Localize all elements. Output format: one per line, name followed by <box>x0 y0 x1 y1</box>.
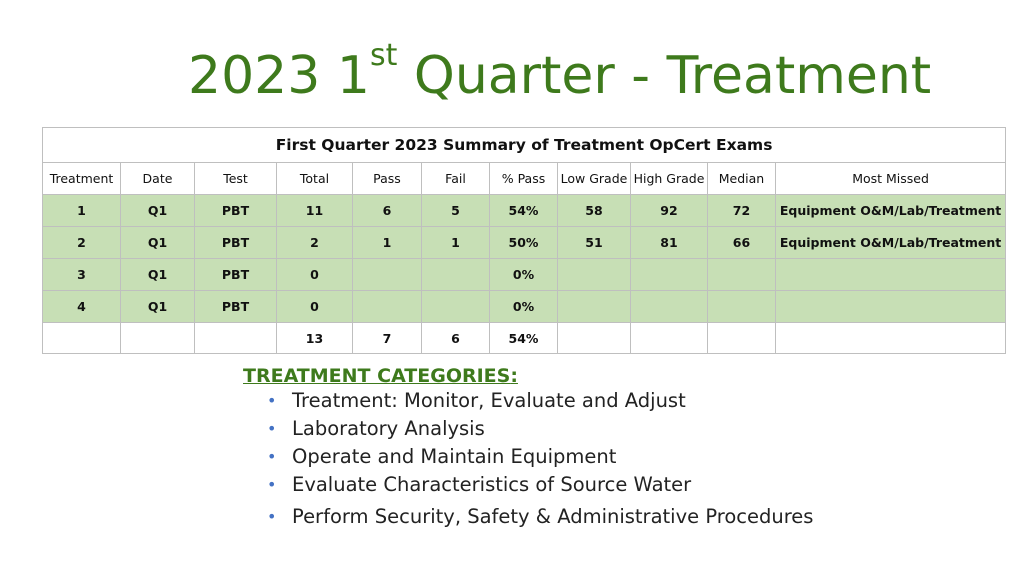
table-cell: 0 <box>276 258 353 291</box>
bullet-icon: • <box>267 447 277 466</box>
table-cell <box>352 290 422 323</box>
table-cell: Q1 <box>120 226 195 259</box>
table-cell: PBT <box>194 290 277 323</box>
table-row: 2 Q1 PBT 2 1 1 50% 51 81 66 Equipment O&… <box>42 226 1007 259</box>
table-cell <box>557 290 631 323</box>
list-item-text: Operate and Maintain Equipment <box>292 445 617 468</box>
column-header: Treatment <box>42 162 121 195</box>
column-header: High Grade <box>630 162 708 195</box>
table-cell: Equipment O&M/Lab/Treatment <box>774 194 1007 227</box>
table-cell <box>421 258 490 291</box>
table-cell <box>630 258 708 291</box>
table-cell <box>630 322 708 354</box>
table-cell <box>194 322 277 354</box>
table-cell: 72 <box>707 194 776 227</box>
list-item: • Operate and Maintain Equipment <box>267 443 813 471</box>
column-header: Pass <box>352 162 422 195</box>
table-cell: PBT <box>194 226 277 259</box>
column-header: Total <box>276 162 353 195</box>
table-cell: Equipment O&M/Lab/Treatment <box>774 226 1007 259</box>
table-header-row: Treatment Date Test Total Pass Fail % Pa… <box>42 162 1007 195</box>
table-cell: 54% <box>489 194 558 227</box>
table-cell <box>557 322 631 354</box>
column-header: Most Missed <box>774 162 1007 195</box>
table-cell: 6 <box>352 194 422 227</box>
categories-heading-text: TREATMENT CATEGORIES <box>243 365 511 387</box>
table-cell <box>557 258 631 291</box>
table-cell: 54% <box>489 322 558 354</box>
table-cell: 5 <box>421 194 490 227</box>
table-cell: 13 <box>276 322 353 354</box>
table-cell: 81 <box>630 226 708 259</box>
table-cell: 1 <box>421 226 490 259</box>
categories-heading-colon: : <box>510 365 518 387</box>
table-cell <box>707 322 776 354</box>
title-superscript: st <box>369 38 398 73</box>
table-cell: Q1 <box>120 258 195 291</box>
bullet-icon: • <box>267 419 277 438</box>
table-cell: 2 <box>276 226 353 259</box>
table-cell <box>707 258 776 291</box>
table-cell: PBT <box>194 194 277 227</box>
table-cell <box>707 290 776 323</box>
table-cell <box>630 290 708 323</box>
table-cell: 4 <box>42 290 121 323</box>
list-item-text: Laboratory Analysis <box>292 417 485 440</box>
list-item: • Perform Security, Safety & Administrati… <box>267 503 813 531</box>
list-item: • Laboratory Analysis <box>267 415 813 443</box>
table-cell: 92 <box>630 194 708 227</box>
table-cell: 66 <box>707 226 776 259</box>
column-header: Date <box>120 162 195 195</box>
table-cell: 0% <box>489 258 558 291</box>
column-header: Fail <box>421 162 490 195</box>
column-header: Median <box>707 162 776 195</box>
list-item-text: Perform Security, Safety & Administrativ… <box>292 505 814 528</box>
table-cell: Q1 <box>120 194 195 227</box>
categories-heading: TREATMENT CATEGORIES: <box>243 365 813 387</box>
table-cell: 11 <box>276 194 353 227</box>
table-cell: 2 <box>42 226 121 259</box>
table-cell <box>774 258 1007 291</box>
table-cell: 3 <box>42 258 121 291</box>
table-cell <box>421 290 490 323</box>
table-row: 1 Q1 PBT 11 6 5 54% 58 92 72 Equipment O… <box>42 194 1007 227</box>
table-cell: 7 <box>352 322 422 354</box>
table-cell <box>774 322 1007 354</box>
bullet-icon: • <box>267 475 277 494</box>
totals-row: 13 7 6 54% <box>42 322 1007 354</box>
table-cell: 1 <box>352 226 422 259</box>
table-caption: First Quarter 2023 Summary of Treatment … <box>41 127 1007 163</box>
title-rest: Quarter - Treatment <box>397 46 932 106</box>
table-cell: Q1 <box>120 290 195 323</box>
table-cell: 1 <box>42 194 121 227</box>
table-cell: 6 <box>421 322 490 354</box>
summary-table: First Quarter 2023 Summary of Treatment … <box>41 127 1007 354</box>
page-title: 2023 1st Quarter - Treatment <box>188 41 932 107</box>
list-item-text: Evaluate Characteristics of Source Water <box>292 473 692 496</box>
treatment-categories: TREATMENT CATEGORIES: • Treatment: Monito… <box>243 365 813 531</box>
categories-list: • Treatment: Monitor, Evaluate and Adjust… <box>243 387 813 531</box>
list-item-text: Treatment: Monitor, Evaluate and Adjust <box>292 389 686 412</box>
table-cell: 58 <box>557 194 631 227</box>
table-cell: 0% <box>489 290 558 323</box>
table-cell <box>42 322 121 354</box>
table-cell: 51 <box>557 226 631 259</box>
title-main: 2023 1 <box>188 46 370 106</box>
column-header: % Pass <box>489 162 558 195</box>
table-row: 3 Q1 PBT 0 0% <box>42 258 1007 291</box>
column-header: Low Grade <box>557 162 631 195</box>
table-cell: 50% <box>489 226 558 259</box>
table-row: 4 Q1 PBT 0 0% <box>42 290 1007 323</box>
table-cell: 0 <box>276 290 353 323</box>
bullet-icon: • <box>267 507 277 526</box>
list-item: • Evaluate Characteristics of Source Wate… <box>267 471 813 499</box>
table-cell <box>120 322 195 354</box>
column-header: Test <box>194 162 277 195</box>
table-cell <box>352 258 422 291</box>
table-cell: PBT <box>194 258 277 291</box>
table-cell <box>774 290 1007 323</box>
list-item: • Treatment: Monitor, Evaluate and Adjust <box>267 387 813 415</box>
bullet-icon: • <box>267 391 277 410</box>
